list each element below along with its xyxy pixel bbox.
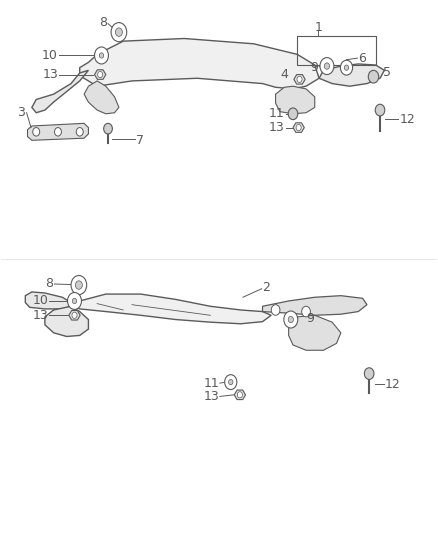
Circle shape xyxy=(284,311,298,328)
Circle shape xyxy=(72,298,77,304)
Polygon shape xyxy=(71,294,271,324)
Circle shape xyxy=(229,379,233,385)
Text: 13: 13 xyxy=(33,309,48,322)
Text: 13: 13 xyxy=(268,121,284,134)
Polygon shape xyxy=(25,292,71,309)
Circle shape xyxy=(324,63,329,69)
Circle shape xyxy=(99,53,104,58)
Text: 1: 1 xyxy=(314,21,322,35)
Circle shape xyxy=(368,70,379,83)
Circle shape xyxy=(302,306,311,317)
Polygon shape xyxy=(234,390,246,400)
Text: 4: 4 xyxy=(281,68,289,81)
Polygon shape xyxy=(294,75,305,84)
Text: 3: 3 xyxy=(18,106,25,119)
Text: 11: 11 xyxy=(203,377,219,390)
Circle shape xyxy=(271,305,280,316)
Polygon shape xyxy=(28,123,88,140)
Text: 10: 10 xyxy=(42,49,58,62)
Polygon shape xyxy=(69,311,80,320)
Polygon shape xyxy=(289,316,341,350)
Polygon shape xyxy=(84,81,119,114)
Circle shape xyxy=(95,47,109,64)
Circle shape xyxy=(111,22,127,42)
Circle shape xyxy=(340,60,353,75)
Circle shape xyxy=(364,368,374,379)
Circle shape xyxy=(237,392,243,398)
Text: 10: 10 xyxy=(32,294,48,308)
Circle shape xyxy=(116,28,122,36)
Polygon shape xyxy=(276,86,315,114)
Text: 2: 2 xyxy=(262,281,270,294)
Circle shape xyxy=(75,281,82,289)
Text: 12: 12 xyxy=(399,112,415,126)
Text: 12: 12 xyxy=(385,378,400,391)
Polygon shape xyxy=(80,38,319,89)
Circle shape xyxy=(76,127,83,136)
Circle shape xyxy=(288,317,293,322)
Circle shape xyxy=(375,104,385,116)
Polygon shape xyxy=(32,70,88,113)
Text: 13: 13 xyxy=(203,390,219,403)
Text: 9: 9 xyxy=(311,61,318,74)
Text: 5: 5 xyxy=(383,67,391,79)
Polygon shape xyxy=(319,64,385,86)
Circle shape xyxy=(71,276,87,295)
Circle shape xyxy=(320,58,334,75)
Circle shape xyxy=(72,312,77,318)
Text: 7: 7 xyxy=(136,134,144,147)
Text: 9: 9 xyxy=(306,312,314,325)
Circle shape xyxy=(225,375,237,390)
Text: 11: 11 xyxy=(268,107,284,120)
Circle shape xyxy=(98,71,103,78)
Polygon shape xyxy=(45,306,88,336)
Circle shape xyxy=(296,125,301,131)
Circle shape xyxy=(288,108,298,119)
Bar xyxy=(297,36,376,65)
Text: 8: 8 xyxy=(99,16,107,29)
Text: 6: 6 xyxy=(358,52,366,64)
Circle shape xyxy=(297,76,302,83)
Circle shape xyxy=(104,123,113,134)
Text: 8: 8 xyxy=(46,278,53,290)
Circle shape xyxy=(54,127,61,136)
Polygon shape xyxy=(95,70,106,79)
Circle shape xyxy=(344,65,349,70)
Polygon shape xyxy=(262,296,367,316)
Circle shape xyxy=(67,293,81,310)
Polygon shape xyxy=(293,123,304,132)
Circle shape xyxy=(33,127,40,136)
Text: 13: 13 xyxy=(42,68,58,81)
